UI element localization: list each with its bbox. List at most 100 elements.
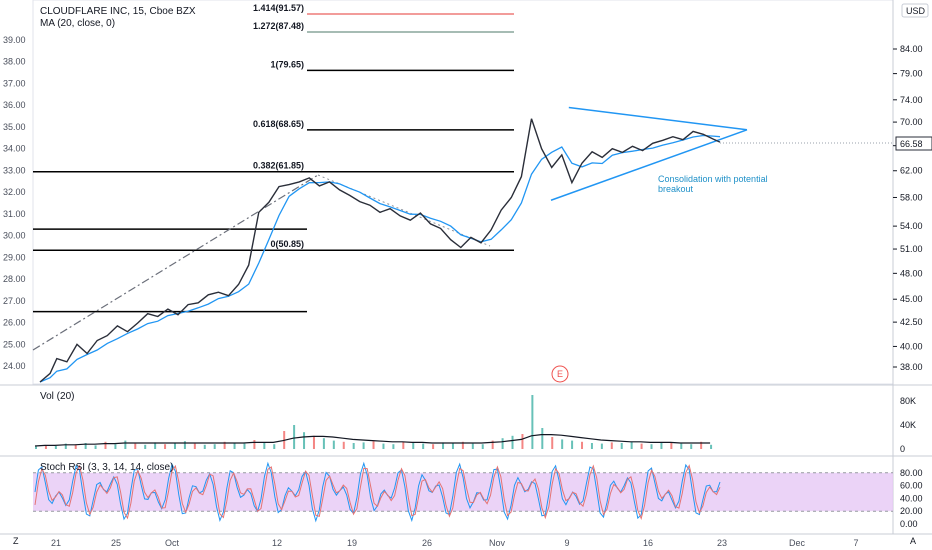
volume-bar [293, 425, 296, 449]
volume-bar [531, 395, 534, 449]
earnings-marker-label: E [557, 369, 563, 379]
volume-bar [640, 443, 643, 449]
volume-bar [263, 442, 266, 449]
volume-bar [173, 443, 176, 449]
volume-bar [392, 444, 395, 449]
right-axis-tick: 40.00 [900, 341, 923, 351]
volume-bar [74, 444, 77, 449]
volume-bar [670, 442, 673, 449]
volume-bar [481, 444, 484, 449]
triangle-lower-line[interactable] [550, 129, 748, 201]
stoch-axis-tick: 20.00 [900, 506, 923, 516]
price-series [39, 118, 721, 383]
ma-legend[interactable]: MA (20, close, 0) [40, 18, 115, 29]
volume-bar [64, 443, 67, 449]
volume-bar [710, 444, 713, 449]
left-axis-tick: 37.00 [3, 78, 26, 88]
volume-bar [213, 444, 216, 449]
volume-bar [114, 444, 117, 449]
volume-bar [193, 443, 196, 449]
stoch-axis-tick: 60.00 [900, 481, 923, 491]
volume-bar [35, 446, 37, 449]
stoch-legend[interactable]: Stoch RSI (3, 3, 14, 14, close) [40, 462, 173, 473]
volume-bar [690, 444, 693, 449]
right-axis-tick: 48.00 [900, 268, 923, 278]
price-line [39, 118, 721, 383]
volume-bar [223, 441, 226, 449]
volume-bar [442, 442, 445, 449]
volume-ma-line [34, 434, 711, 447]
volume-bar [680, 443, 683, 449]
right-price-axis[interactable]: 38.00 40.00 42.50 45.00 48.00 51.00 54.00 58.00… [893, 44, 923, 372]
volume-bar [183, 441, 186, 449]
left-axis-tick: 36.00 [3, 100, 26, 110]
right-axis-tick: 51.00 [900, 244, 923, 254]
time-axis-tick: 23 [717, 538, 727, 548]
volume-bar [322, 438, 325, 449]
symbol-title[interactable]: CLOUDFLARE INC, 15, Cboe BZX [40, 6, 196, 17]
volume-bar [471, 443, 474, 449]
volume-bar [124, 440, 127, 449]
volume-bar [521, 434, 524, 449]
horizontal-levels[interactable] [33, 228, 307, 313]
volume-axis-tick: 0 [900, 444, 905, 454]
volume-bar [501, 438, 504, 449]
stoch-d-line [34, 464, 721, 520]
moving-average-line [39, 134, 721, 383]
fib-level-label: 0(50.85) [270, 239, 304, 249]
left-axis-tick: 33.00 [3, 165, 26, 175]
volume-axis-tick: 40K [900, 420, 916, 430]
volume-bar [581, 441, 584, 449]
left-axis-tick: 34.00 [3, 144, 26, 154]
left-price-axis[interactable]: 24.00 25.00 26.00 27.00 28.00 29.00 30.00 31.00… [3, 35, 26, 371]
fib-level-label: 1(79.65) [270, 59, 304, 69]
volume-bar [700, 441, 703, 449]
main-pane[interactable] [32, 0, 894, 385]
rising-trendline[interactable] [32, 174, 319, 351]
volume-bar [54, 446, 57, 449]
timezone-button[interactable]: Z [13, 536, 19, 546]
left-axis-tick: 39.00 [3, 35, 26, 45]
volume-bar [600, 443, 603, 449]
time-axis-tick: Oct [165, 538, 180, 548]
volume-bar [541, 428, 544, 449]
volume-bar [491, 440, 494, 449]
volume-bar [154, 442, 157, 449]
time-axis[interactable]: 21 25 Oct 12 19 26 Nov 9 16 23 Dec 7 [51, 538, 859, 548]
volume-bar [511, 435, 514, 449]
time-axis-tick: Dec [789, 538, 806, 548]
stoch-axis-tick: 80.00 [900, 468, 923, 478]
volume-bar [461, 441, 464, 449]
triangle-upper-line[interactable] [568, 106, 748, 131]
right-axis-tick: 74.00 [900, 95, 923, 105]
fibonacci-levels[interactable]: 1.414(91.57) 1.272(87.48) 1(79.65) 0.618(68… [33, 3, 514, 251]
volume-bar [590, 443, 593, 449]
volume-axis-tick: 80K [900, 396, 916, 406]
earnings-marker[interactable] [551, 365, 569, 383]
left-axis-tick: 28.00 [3, 274, 26, 284]
volume-bar [342, 441, 345, 449]
auto-scale-button[interactable]: A [910, 536, 916, 546]
fib-level-label: 1.272(87.48) [253, 21, 304, 31]
volume-bar [571, 440, 574, 449]
time-axis-tick: 12 [272, 538, 282, 548]
fib-level-label: 0.618(68.65) [253, 119, 304, 129]
volume-bar [94, 445, 97, 449]
volume-legend[interactable]: Vol (20) [40, 391, 74, 402]
time-axis-tick: 19 [347, 538, 357, 548]
currency-button[interactable] [901, 3, 929, 18]
right-axis-tick: 42.50 [900, 317, 923, 327]
volume-bar [551, 437, 554, 449]
volume-bar [372, 441, 375, 449]
consolidation-annotation[interactable]: Consolidation with potential breakout [658, 174, 770, 194]
volume-bar [432, 444, 435, 449]
volume-bar [362, 442, 365, 449]
volume-bar [412, 443, 415, 449]
volume-bar [104, 441, 107, 449]
volume-bar [243, 443, 246, 449]
last-price-tag [895, 136, 932, 151]
last-price-label: 66.58 [900, 139, 923, 149]
left-axis-tick: 29.00 [3, 252, 26, 262]
volume-bar [44, 445, 47, 449]
